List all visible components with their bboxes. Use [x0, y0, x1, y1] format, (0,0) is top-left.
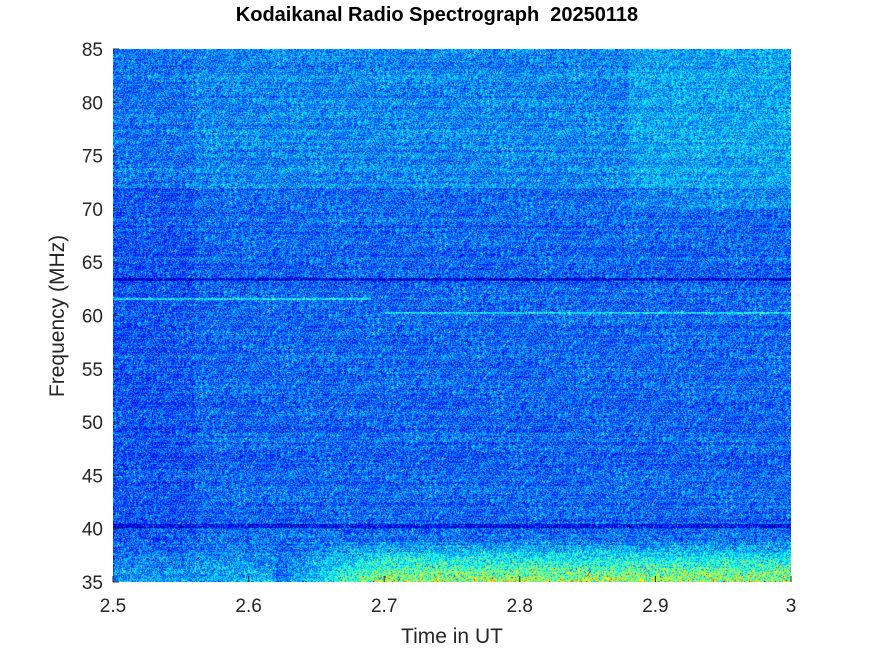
- y-tick-label: 50: [82, 413, 103, 434]
- x-tick-label: 2.5: [100, 596, 126, 617]
- plot-area: [113, 49, 791, 582]
- y-tick-label: 60: [82, 307, 103, 328]
- x-tick-label: 2.7: [371, 596, 397, 617]
- x-tick-label: 2.8: [507, 596, 533, 617]
- y-tick-label: 75: [82, 147, 103, 168]
- y-tick-label: 35: [82, 573, 103, 594]
- x-tick-label: 2.6: [235, 596, 261, 617]
- y-tick-label: 85: [82, 40, 103, 61]
- y-tick-label: 55: [82, 360, 103, 381]
- x-tick-label: 2.9: [642, 596, 668, 617]
- y-tick-label: 70: [82, 200, 103, 221]
- y-tick-label: 65: [82, 253, 103, 274]
- chart-title: Kodaikanal Radio Spectrograph 20250118: [235, 4, 639, 26]
- y-axis-label: Frequency (MHz): [46, 235, 69, 397]
- x-axis-label: Time in UT: [401, 625, 503, 648]
- x-axis-ticks: 2.5 2.6 2.7 2.8 2.9 3: [100, 576, 797, 617]
- spectrogram-heatmap: [113, 49, 791, 582]
- y-axis-ticks: 35 40 45 50 55 60 65 70 75 80 85: [82, 40, 119, 594]
- y-tick-label: 40: [82, 520, 103, 541]
- x-tick-label: 3: [786, 596, 797, 617]
- y-tick-label: 80: [82, 93, 103, 114]
- y-tick-label: 45: [82, 466, 103, 487]
